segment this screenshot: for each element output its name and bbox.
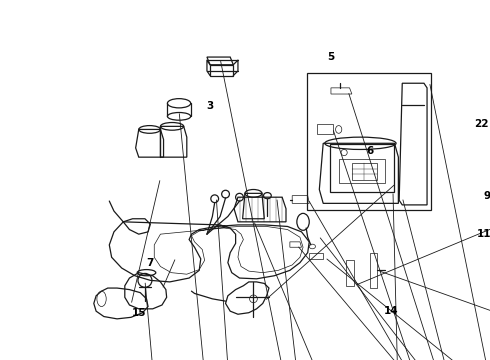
Text: 3: 3 <box>206 101 214 111</box>
Text: 14: 14 <box>383 306 398 316</box>
Text: 11: 11 <box>476 229 490 239</box>
Text: 6: 6 <box>366 146 373 156</box>
Text: 15: 15 <box>131 308 146 318</box>
Text: 22: 22 <box>474 119 489 129</box>
Text: 7: 7 <box>147 258 154 267</box>
Text: 9: 9 <box>484 191 490 201</box>
Text: 5: 5 <box>327 52 335 62</box>
